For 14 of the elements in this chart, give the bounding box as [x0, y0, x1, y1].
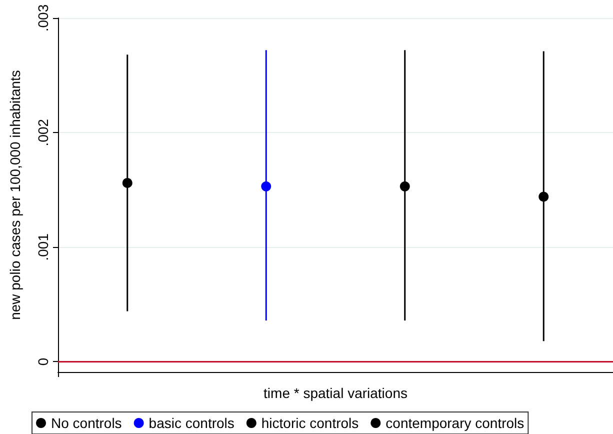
y-tick-label: .002: [35, 118, 51, 146]
legend-label: No controls: [51, 415, 122, 431]
x-axis-title: time * spatial variations: [264, 385, 408, 401]
point: [261, 181, 272, 192]
point: [400, 181, 410, 192]
legend-label: basic controls: [148, 415, 234, 431]
y-tick-label: .003: [35, 4, 51, 32]
y-axis-title: new polio cases per 100,000 inhabitants: [7, 70, 23, 320]
y-tick-label: .001: [35, 233, 51, 261]
point: [538, 192, 549, 202]
legend-label: contemporary controls: [386, 415, 524, 431]
point: [122, 178, 132, 188]
legend-label: hictoric controls: [261, 415, 359, 431]
y-tick-label: 0: [35, 358, 51, 366]
